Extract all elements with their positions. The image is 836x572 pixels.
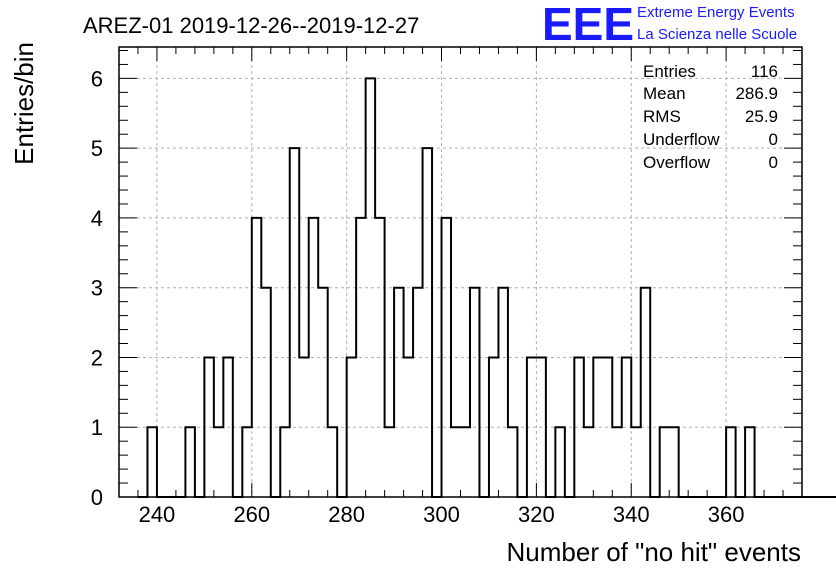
x-tick-labels: 240 260 280 300 320 340 360 <box>139 502 745 527</box>
y-tick-label: 2 <box>91 345 103 370</box>
x-tick-label: 360 <box>708 502 745 527</box>
chart-title: AREZ-01 2019-12-26--2019-12-27 <box>83 13 419 38</box>
stats-row-underflow: Underflow 0 <box>643 130 778 149</box>
stats-label: Underflow <box>643 130 720 149</box>
histogram-steps <box>137 77 836 498</box>
plot-frame <box>118 46 803 498</box>
logo-text: EEE <box>542 0 634 50</box>
stats-value: 0 <box>769 153 778 172</box>
x-tick-label: 240 <box>139 502 176 527</box>
y-axis-title: Entries/bin <box>9 42 39 165</box>
x-tick-label: 320 <box>518 502 555 527</box>
stats-label: Overflow <box>643 153 711 172</box>
stats-value: 25.9 <box>745 107 778 126</box>
stats-value: 116 <box>751 62 778 81</box>
x-tick-label: 300 <box>423 502 460 527</box>
stats-row-overflow: Overflow 0 <box>643 153 778 172</box>
logo-line-2: La Scienza nelle Scuole <box>637 26 797 43</box>
stats-label: RMS <box>643 107 681 126</box>
x-tick-label: 260 <box>233 502 270 527</box>
axis-ticks <box>118 47 803 498</box>
y-tick-label: 6 <box>91 66 103 91</box>
y-tick-labels: 0 1 2 3 4 5 6 <box>91 66 103 510</box>
y-tick-label: 1 <box>91 415 103 440</box>
stats-row-mean: Mean 286.9 <box>643 84 778 103</box>
stats-label: Mean <box>643 84 686 103</box>
x-axis-title: Number of "no hit" events <box>507 537 802 567</box>
y-tick-label: 5 <box>91 136 103 161</box>
x-tick-label: 340 <box>613 502 650 527</box>
stats-row-rms: RMS 25.9 <box>643 107 778 126</box>
x-tick-label: 280 <box>328 502 365 527</box>
stats-value: 0 <box>769 130 778 149</box>
stats-value: 286.9 <box>735 84 778 103</box>
y-tick-label: 3 <box>91 276 103 301</box>
grid-lines <box>119 47 802 498</box>
y-tick-label: 4 <box>91 206 103 231</box>
stats-row-entries: Entries 116 <box>643 62 778 81</box>
logo-line-1: Extreme Energy Events <box>637 4 795 21</box>
statistics-box: Entries 116 Mean 286.9 RMS 25.9 Underflo… <box>643 62 778 172</box>
stats-label: Entries <box>643 62 696 81</box>
eee-logo: EEE Extreme Energy Events La Scienza nel… <box>542 0 797 50</box>
y-tick-label: 0 <box>91 485 103 510</box>
